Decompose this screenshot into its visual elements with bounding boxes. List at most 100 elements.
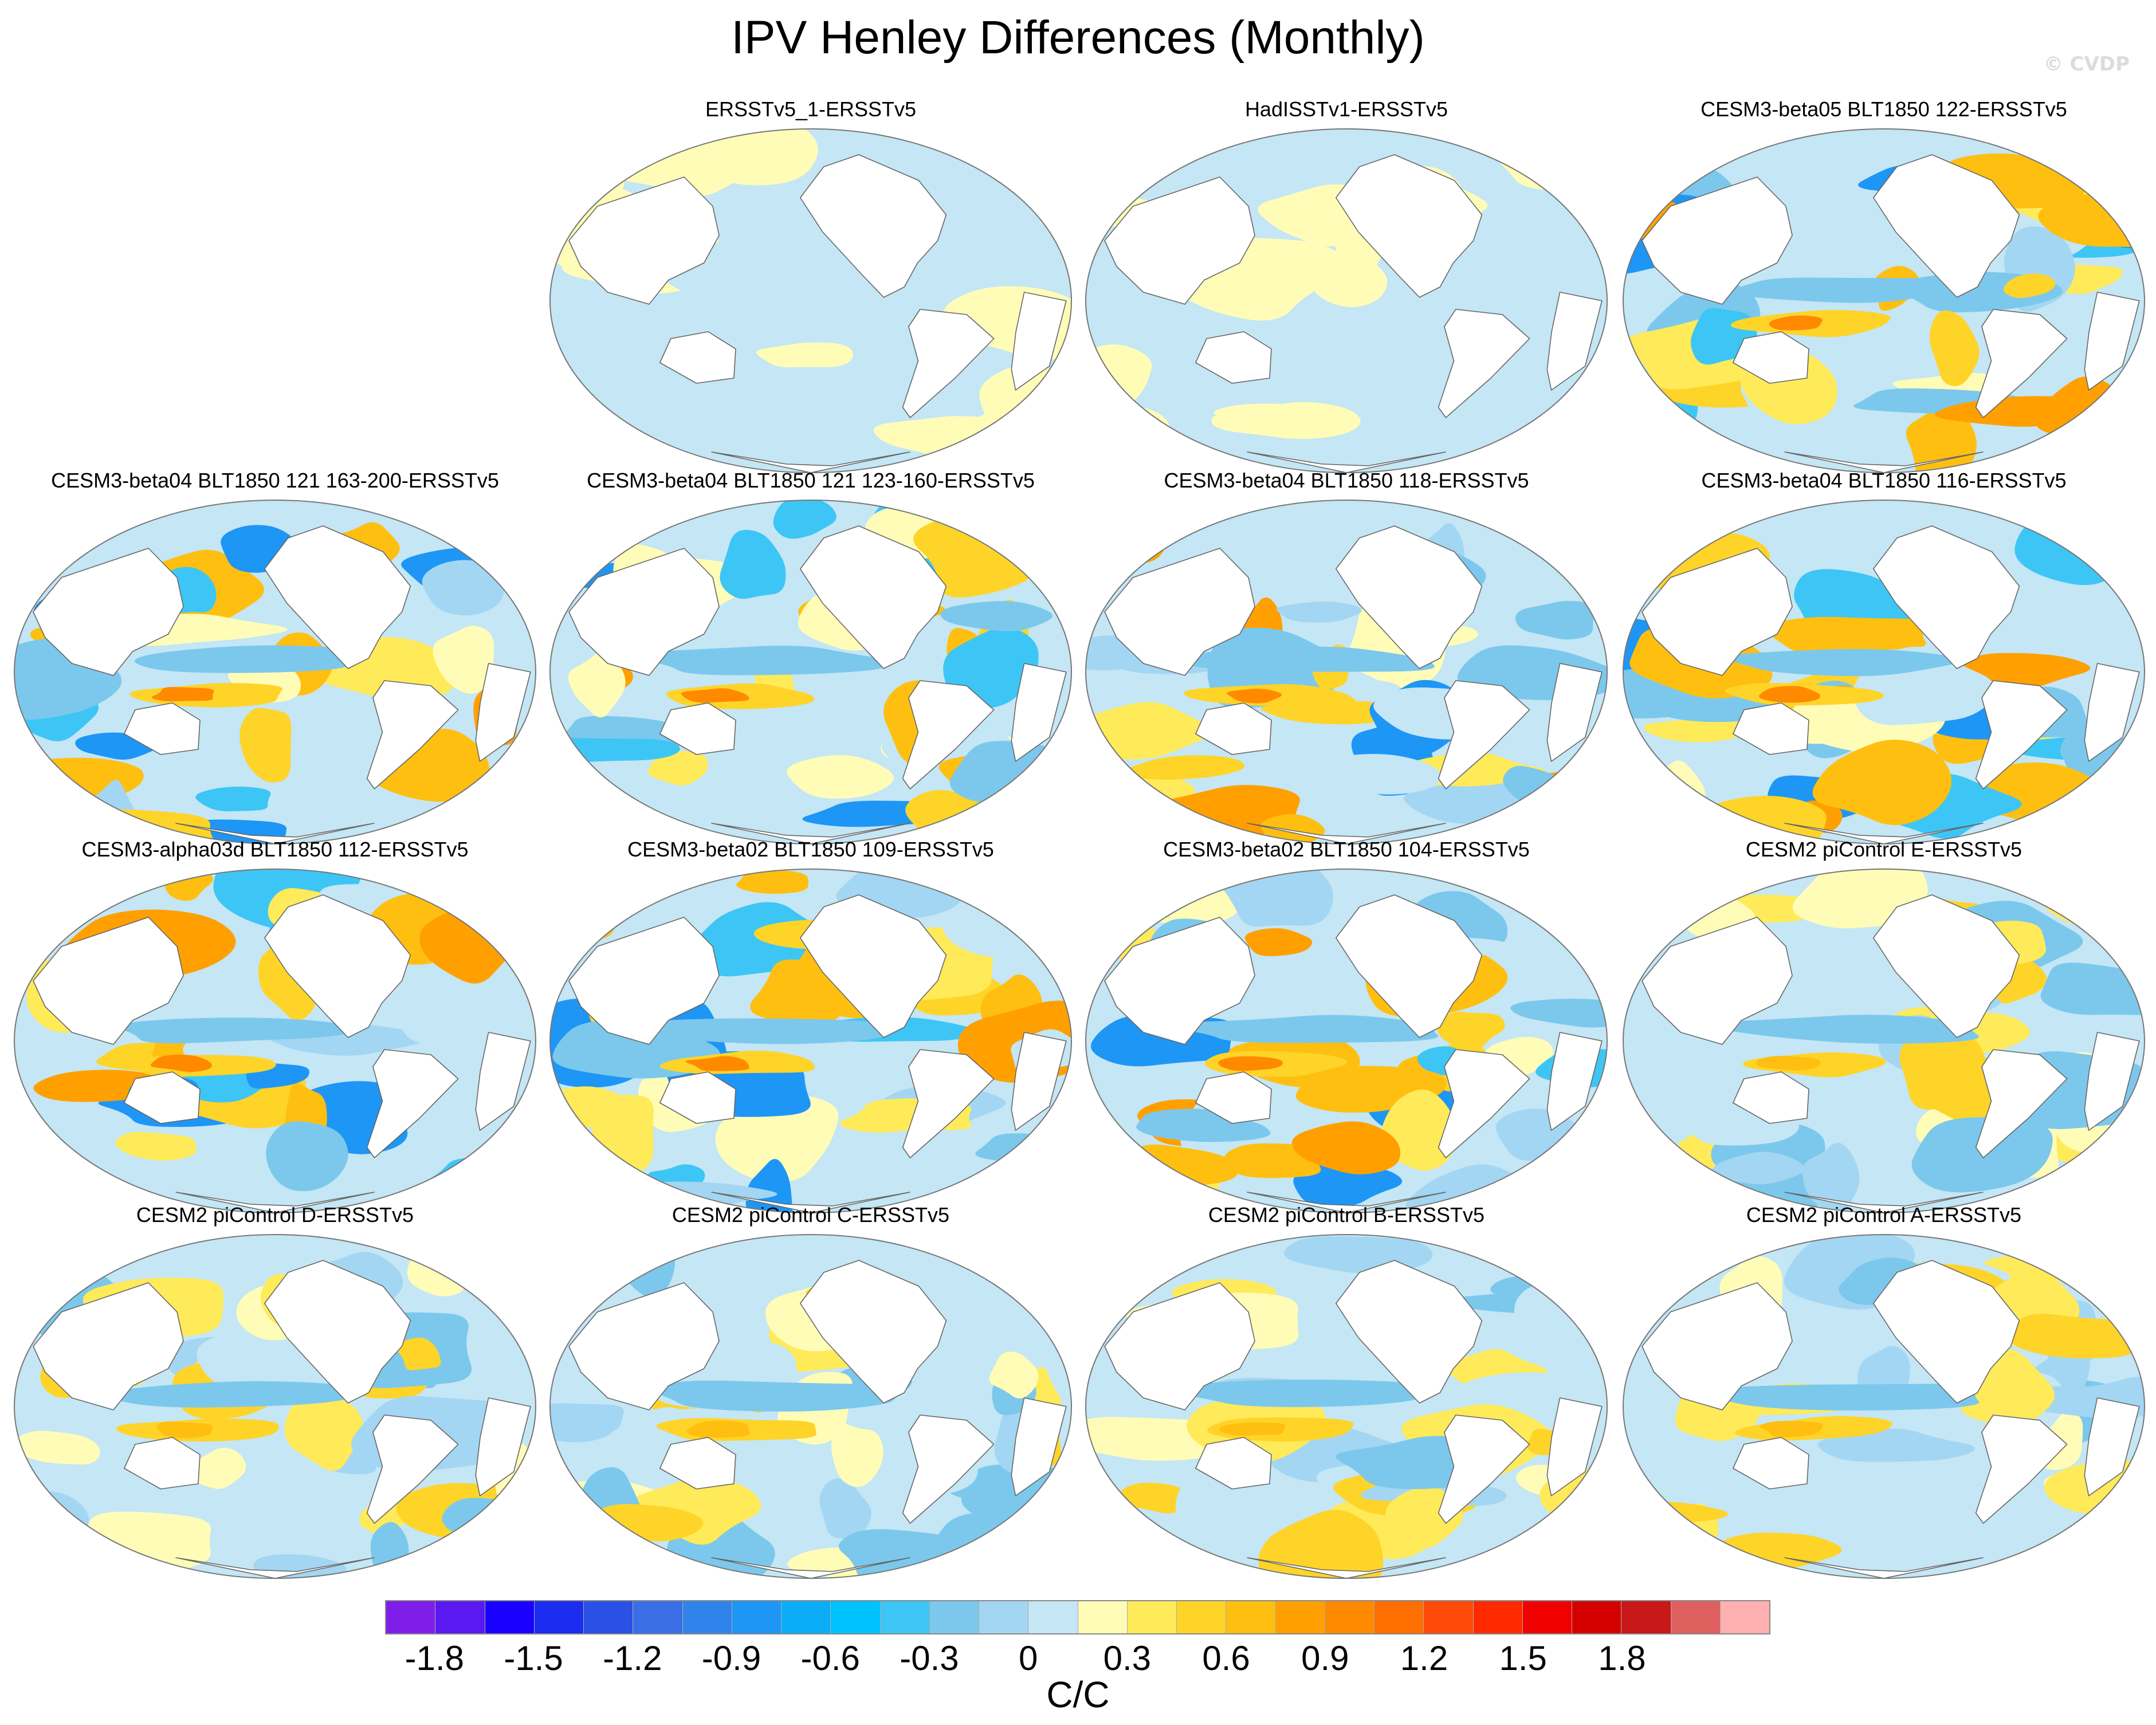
land-mass bbox=[902, 309, 995, 418]
colorbar-bin bbox=[534, 1601, 584, 1633]
land-mass bbox=[1247, 451, 1446, 473]
anomaly-region bbox=[195, 787, 271, 812]
colorbar-tick-label: 1.8 bbox=[1598, 1639, 1646, 1677]
anomaly-region bbox=[1121, 755, 1245, 780]
map-panel: CESM2 piControl A-ERSSTv5 bbox=[1620, 1203, 2147, 1581]
anomaly-region bbox=[418, 808, 486, 830]
globe-outline bbox=[549, 128, 1072, 473]
land-mass bbox=[1641, 917, 1793, 1045]
anomaly-region bbox=[1764, 616, 1926, 655]
land-mass bbox=[568, 917, 720, 1045]
anomaly-region bbox=[1636, 1157, 1681, 1193]
anomaly-region bbox=[1175, 1468, 1232, 1535]
globe-outline bbox=[14, 869, 536, 1213]
anomaly-region bbox=[156, 1421, 213, 1439]
colorbar-tick-label: -0.9 bbox=[701, 1639, 761, 1677]
colorbar-labels: -1.8 -1.5 -1.2 -0.9 -0.6 -0.3 0 0.3 0.6 0.9 1.2 1.5… bbox=[385, 1638, 1770, 1679]
units-label: C/C bbox=[1046, 1674, 1110, 1715]
land-mass bbox=[264, 525, 411, 669]
land-mass bbox=[1641, 548, 1793, 676]
globe-outline bbox=[14, 1234, 536, 1579]
anomaly-region bbox=[14, 870, 105, 898]
anomaly-region bbox=[2003, 273, 2056, 298]
colorbar-tick-label: 0.3 bbox=[1103, 1639, 1152, 1677]
anomaly-region bbox=[1293, 1164, 1403, 1207]
land-mass bbox=[568, 1282, 720, 1410]
anomaly-region bbox=[1699, 1015, 1979, 1044]
land-mass bbox=[1104, 1282, 1255, 1410]
land-mass bbox=[1975, 309, 2068, 418]
map-panel: CESM2 piControl D-ERSSTv5 bbox=[11, 1203, 539, 1581]
colorbar-bin bbox=[1720, 1601, 1769, 1633]
land-mass bbox=[711, 451, 910, 473]
land-mass bbox=[1733, 702, 1809, 755]
globe-map bbox=[1623, 500, 2145, 844]
colorbar-bin bbox=[386, 1601, 436, 1633]
anomaly-region bbox=[736, 869, 809, 894]
anomaly-region bbox=[14, 1431, 100, 1465]
panel-title: CESM3-alpha03d BLT1850 112-ERSSTv5 bbox=[81, 838, 469, 861]
globe-map bbox=[14, 500, 536, 844]
land-mass bbox=[1873, 154, 2020, 298]
colorbar-bin bbox=[1473, 1601, 1523, 1633]
colorbar-tick-label: 0.9 bbox=[1301, 1639, 1349, 1677]
anomaly-region bbox=[685, 1056, 750, 1071]
anomaly-region bbox=[284, 1393, 364, 1471]
land-mass bbox=[1546, 292, 1603, 391]
land-mass bbox=[1011, 1032, 1067, 1131]
land-mass bbox=[1195, 1437, 1272, 1490]
land-mass bbox=[1641, 1282, 1793, 1410]
colorbar-bin bbox=[1275, 1601, 1325, 1633]
land-mass bbox=[1975, 680, 2068, 789]
anomaly-region bbox=[940, 601, 1053, 631]
anomaly-region bbox=[1102, 869, 1239, 926]
anomaly-region bbox=[190, 1448, 246, 1489]
land-mass bbox=[659, 1071, 736, 1124]
anomaly-region bbox=[648, 750, 708, 786]
anomaly-region bbox=[1291, 1121, 1401, 1174]
colorbar-bin bbox=[485, 1601, 535, 1633]
anomaly-region bbox=[1244, 928, 1313, 957]
map-panel: CESM2 piControl E-ERSSTv5 bbox=[1620, 838, 2147, 1216]
anomaly-region bbox=[1165, 1380, 1438, 1408]
panel-title: CESM2 piControl A-ERSSTv5 bbox=[1746, 1203, 2022, 1227]
anomaly-region bbox=[466, 869, 536, 898]
anomaly-region bbox=[1086, 767, 1130, 844]
land-mass bbox=[1784, 823, 1984, 844]
anomaly-region bbox=[686, 1420, 751, 1438]
land-mass bbox=[1011, 663, 1067, 762]
anomaly-region bbox=[618, 1018, 894, 1044]
globe-map bbox=[1085, 1234, 1608, 1579]
map-panel: CESM3-beta04 BLT1850 121 163-200-ERSSTv5 bbox=[11, 469, 539, 847]
globe-outline bbox=[14, 500, 536, 844]
globe-outline bbox=[1623, 1234, 2145, 1579]
anomaly-region bbox=[1817, 1428, 1976, 1462]
land-mass bbox=[1975, 1414, 2068, 1524]
land-mass bbox=[33, 548, 184, 676]
land-mass bbox=[264, 894, 411, 1038]
land-mass bbox=[1546, 1397, 1603, 1496]
colorbar-bin bbox=[633, 1601, 683, 1633]
colorbar-tick-label: 1.2 bbox=[1400, 1639, 1448, 1677]
anomaly-region bbox=[1227, 689, 1282, 704]
land-mass bbox=[175, 823, 375, 844]
anomaly-region bbox=[949, 1464, 1071, 1510]
anomaly-region bbox=[1722, 649, 1961, 677]
land-mass bbox=[1438, 309, 1530, 418]
globe-map bbox=[549, 1234, 1072, 1579]
globe-map bbox=[549, 869, 1072, 1213]
map-panel: CESM3-alpha03d BLT1850 112-ERSSTv5 bbox=[11, 838, 539, 1216]
colorbar-bin bbox=[781, 1601, 831, 1633]
land-mass bbox=[124, 702, 201, 755]
land-mass bbox=[1247, 1557, 1446, 1578]
land-mass bbox=[1873, 1260, 2020, 1404]
land-mass bbox=[1247, 1192, 1446, 1213]
anomaly-region bbox=[399, 978, 479, 1044]
land-mass bbox=[1438, 680, 1530, 789]
panel-title: CESM3-beta02 BLT1850 104-ERSSTv5 bbox=[1163, 838, 1530, 861]
colorbar-bin bbox=[1028, 1601, 1078, 1633]
land-mass bbox=[902, 1414, 995, 1524]
colorbar-bin bbox=[979, 1601, 1029, 1633]
anomaly-region bbox=[773, 500, 837, 539]
colorbar-tick-label: 0 bbox=[1018, 1639, 1038, 1677]
